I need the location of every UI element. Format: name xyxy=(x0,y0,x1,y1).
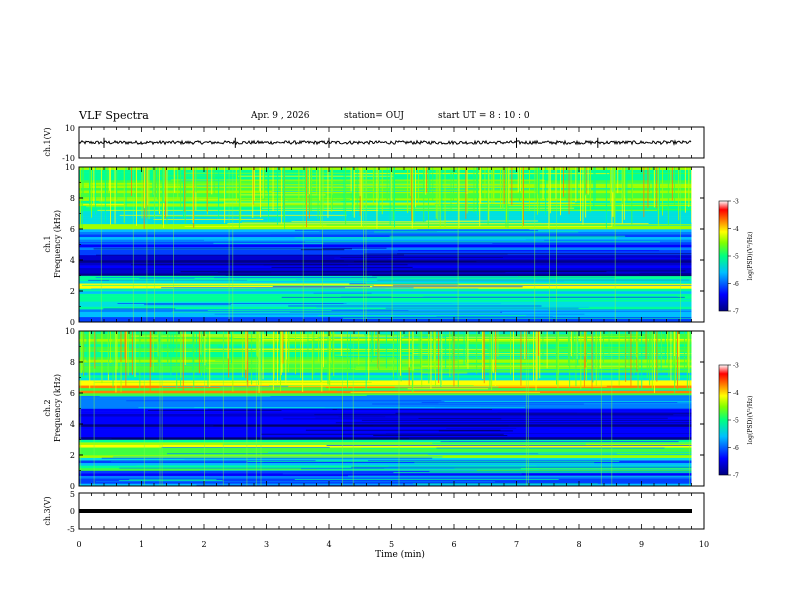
ytick-label: 10 xyxy=(65,163,75,172)
ch1-yticks: 0 2 4 6 8 10 xyxy=(65,163,704,327)
xtick-label: 8 xyxy=(576,540,581,549)
xtick-label: 2 xyxy=(201,540,206,549)
ytick-label: 0 xyxy=(70,482,75,491)
ytick-label: 0 xyxy=(70,318,75,327)
ch1-ytick-top: 10 xyxy=(65,124,75,133)
ytick-label: 6 xyxy=(70,389,75,398)
ch1-ytick-bottom: -10 xyxy=(62,154,75,163)
colorbar-tick-label: -5 xyxy=(733,418,739,425)
xtick-label: 7 xyxy=(514,540,519,549)
ch1-ylabel-frequency: Frequency (kHz) xyxy=(53,210,62,278)
ch2-spectrogram-panel: 0 2 4 6 8 10 ch.2 Frequency (kHz) xyxy=(43,327,705,491)
colorbar-tick-label: -4 xyxy=(733,390,739,397)
time-axis-label: Time (min) xyxy=(375,549,425,560)
ch3-ylabel: ch.3(V) xyxy=(43,496,52,525)
ch2-colorbar-label: log(PSD)(V²/Hz) xyxy=(747,396,754,445)
ch1-spectrogram-image xyxy=(79,167,704,323)
colorbar-tick-label: -7 xyxy=(733,473,739,480)
ch1-spectrogram-panel: 0 2 4 6 8 10 ch.1 Frequency (kHz) xyxy=(43,163,705,327)
ch1-ylabel-channel: ch.1 xyxy=(43,235,52,252)
ch3-waveform-panel: 5 0 -5 ch.3(V) xyxy=(43,490,705,534)
time-axis-ticks xyxy=(78,127,705,529)
ytick-label: 8 xyxy=(70,194,75,203)
ch3-ytick-top: 5 xyxy=(70,490,75,499)
xtick-label: 6 xyxy=(451,540,456,549)
time-axis-labels: 0 1 2 3 4 5 6 7 8 9 10 xyxy=(76,540,709,549)
ch1-colorbar: -3 -4 -5 -6 -7 log(PSD)(V²/Hz) xyxy=(718,199,754,316)
ch1-waveform-panel: 10 -10 ch.1(V) xyxy=(43,124,705,163)
ch3-trace xyxy=(79,509,692,513)
ytick-label: 2 xyxy=(70,451,75,460)
chart-title: VLF Spectra xyxy=(79,109,149,122)
start-time-label: start UT = 8 : 10 : 0 xyxy=(438,111,530,121)
colorbar-tick-label: -4 xyxy=(733,226,739,233)
ch3-ytick-mid: 0 xyxy=(70,507,75,516)
ch3-ytick-bottom: -5 xyxy=(67,525,75,534)
xtick-label: 9 xyxy=(639,540,644,549)
ch2-spectrogram-image xyxy=(79,331,704,487)
ch2-colorbar-ticks: -3 -4 -5 -6 -7 xyxy=(728,363,739,480)
ytick-label: 8 xyxy=(70,358,75,367)
ch1-trace xyxy=(78,137,692,148)
colorbar-tick-label: -3 xyxy=(733,363,739,370)
date-label: Apr. 9 , 2026 xyxy=(251,111,310,121)
ch2-ylabel-channel: ch.2 xyxy=(43,399,52,416)
xtick-label: 4 xyxy=(326,540,331,549)
xtick-label: 10 xyxy=(699,540,709,549)
ch1-colorbar-label: log(PSD)(V²/Hz) xyxy=(747,232,754,281)
ch1-ylabel: ch.1(V) xyxy=(43,127,52,156)
colorbar-tick-label: -3 xyxy=(733,199,739,206)
ytick-label: 2 xyxy=(70,287,75,296)
xtick-label: 1 xyxy=(139,540,144,549)
colorbar-tick-label: -6 xyxy=(733,281,739,288)
ch2-ylabel-frequency: Frequency (kHz) xyxy=(53,374,62,442)
xtick-label: 5 xyxy=(389,540,394,549)
ytick-label: 4 xyxy=(70,420,75,429)
ytick-label: 4 xyxy=(70,256,75,265)
xtick-label: 3 xyxy=(264,540,269,549)
station-label: station= OUJ xyxy=(344,111,405,121)
colorbar-tick-label: -6 xyxy=(733,445,739,452)
ch1-colorbar-ticks: -3 -4 -5 -6 -7 xyxy=(728,199,739,316)
colorbar-tick-label: -7 xyxy=(733,309,739,316)
xtick-label: 0 xyxy=(76,540,81,549)
ch2-colorbar: -3 -4 -5 -6 -7 log(PSD)(V²/Hz) xyxy=(718,363,754,480)
ytick-label: 10 xyxy=(65,327,75,336)
ch2-yticks: 0 2 4 6 8 10 xyxy=(65,327,704,491)
colorbar-tick-label: -5 xyxy=(733,254,739,261)
ytick-label: 6 xyxy=(70,225,75,234)
